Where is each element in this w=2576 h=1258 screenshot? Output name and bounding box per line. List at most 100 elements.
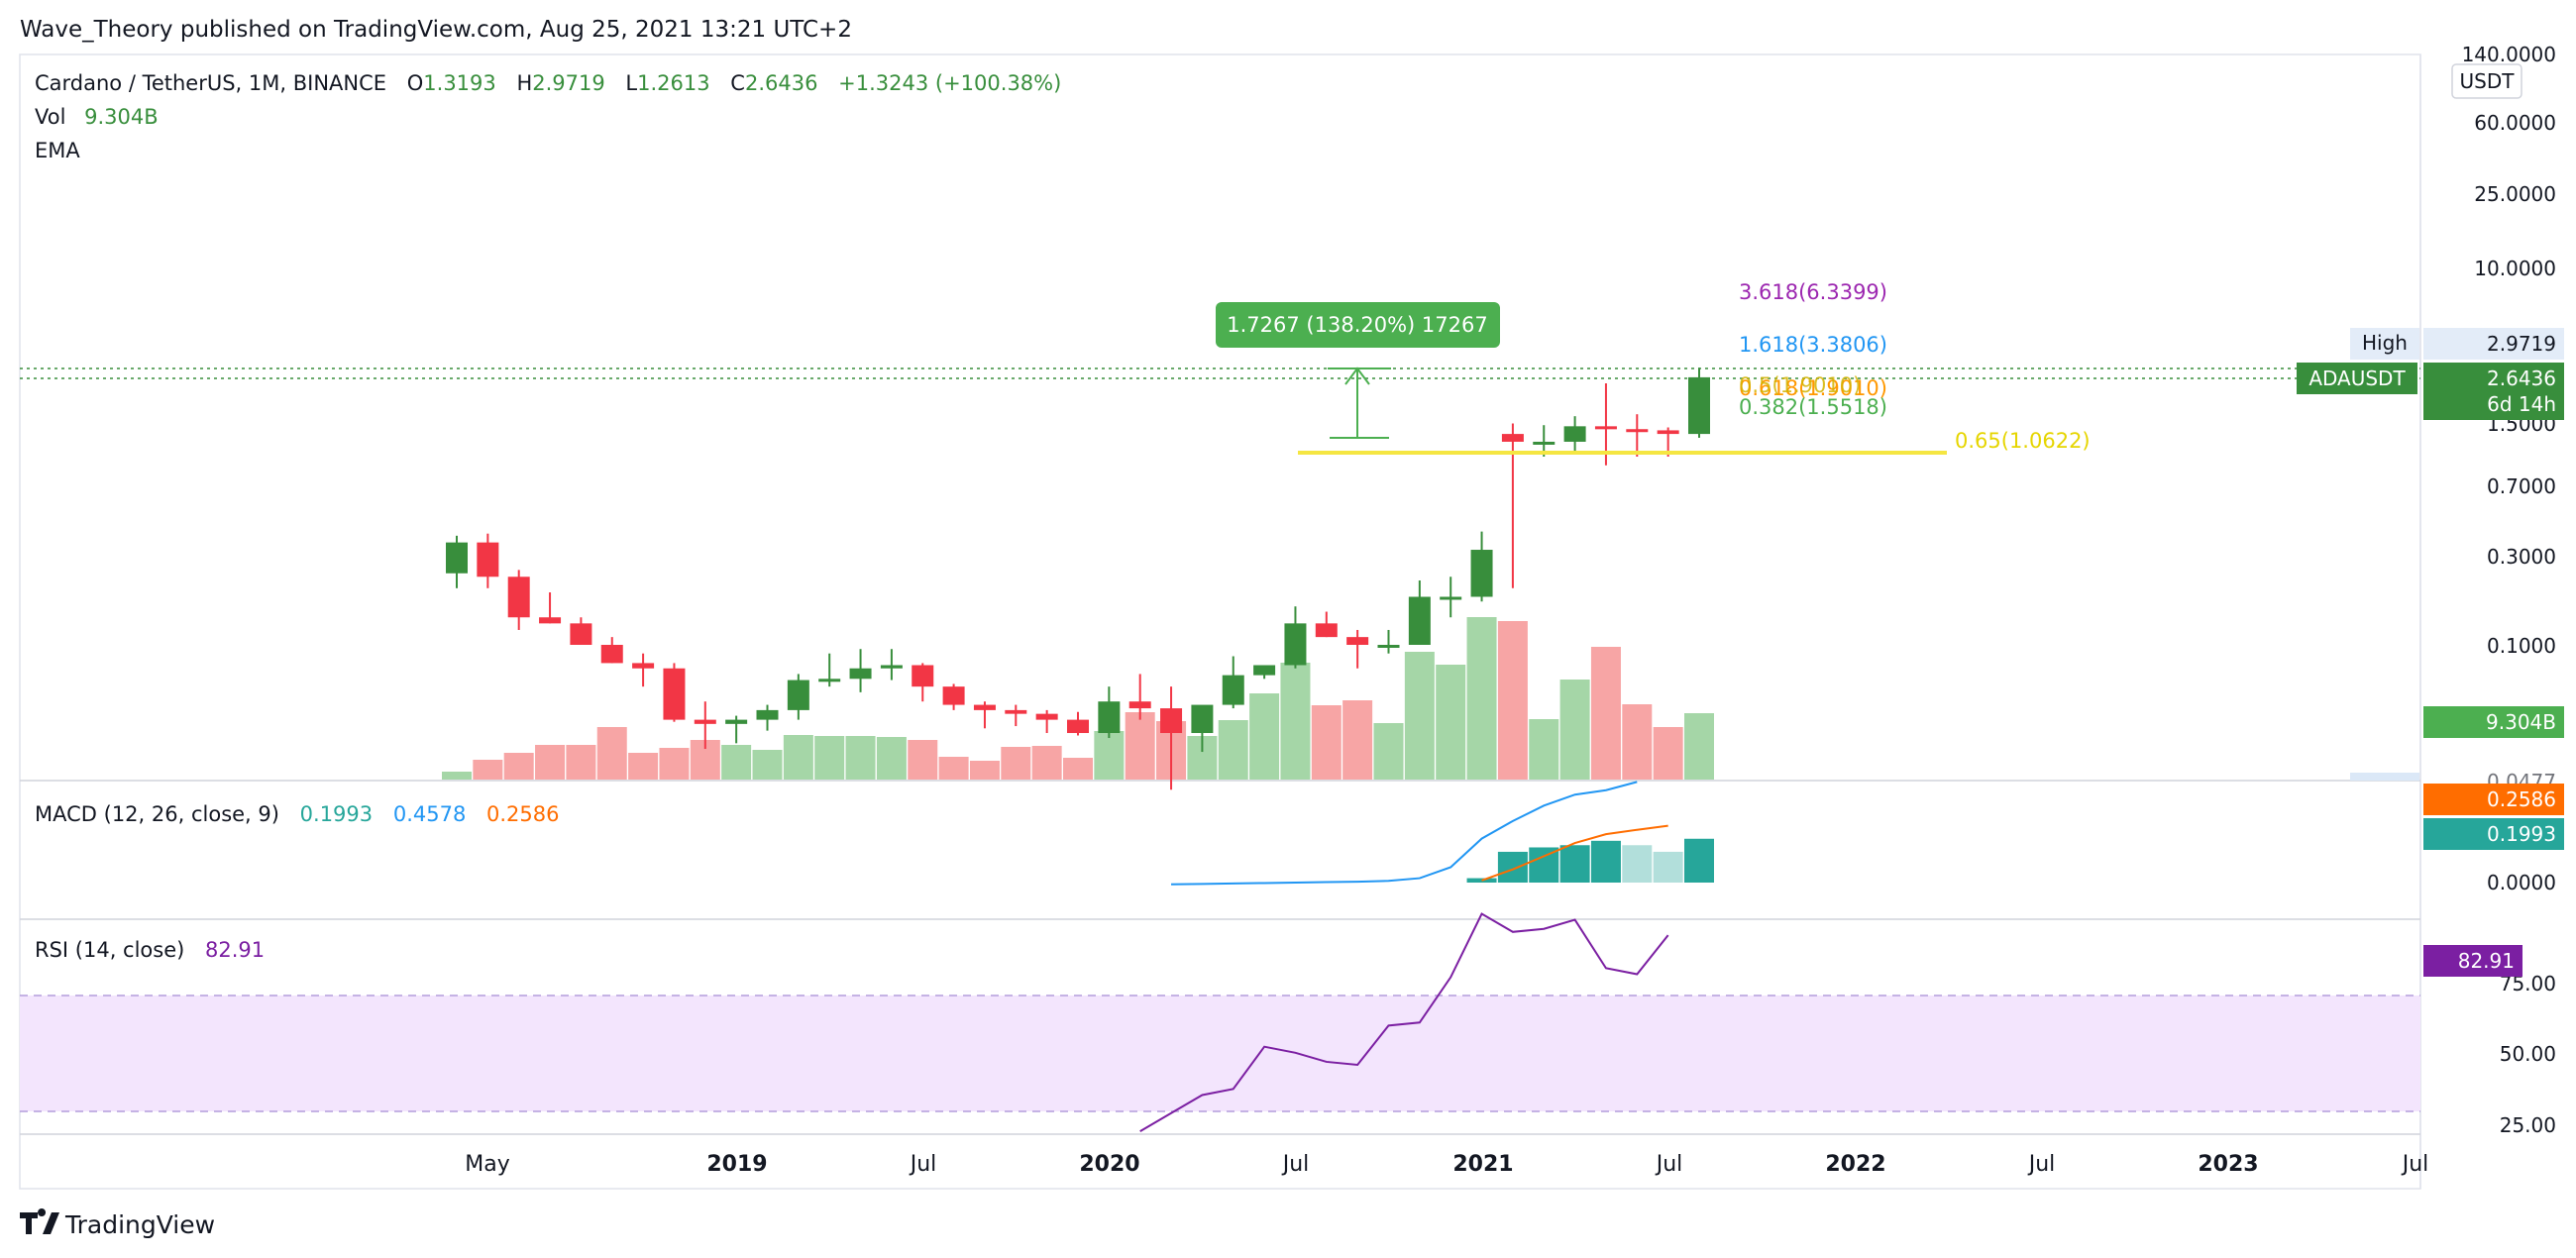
fib-label-0382: 0.382(1.5518) — [1739, 395, 1887, 419]
unit-label: USDT — [2460, 69, 2516, 93]
fib-label-065: 0.65(1.0622) — [1955, 429, 2091, 453]
candle-body — [756, 709, 779, 720]
macd-histogram-bar — [1559, 845, 1590, 883]
price-tick: 140.0000 — [2462, 43, 2556, 66]
volume-badge — [2423, 706, 2564, 738]
fib-label-3618: 3.618(6.3399) — [1739, 280, 1887, 304]
candle-body — [1128, 701, 1151, 709]
macd-signal-badge — [2423, 784, 2564, 815]
volume-bar — [1311, 705, 1342, 780]
volume-bar — [1590, 647, 1621, 780]
volume-bar — [442, 772, 472, 780]
macd-hist-badge — [2423, 818, 2564, 850]
candle-body — [1315, 623, 1338, 638]
high-tag-label: High — [2362, 331, 2408, 355]
price-tick: 0.7000 — [2487, 474, 2556, 498]
candle-body — [1067, 719, 1089, 734]
candle-body — [1501, 434, 1524, 442]
time-tick: 2019 — [706, 1152, 767, 1177]
volume-bar — [1342, 700, 1373, 780]
volume-bar — [1031, 746, 1062, 780]
rsi-value-badge — [2423, 945, 2522, 977]
volume-bar — [1001, 747, 1031, 780]
volume-bar — [1404, 652, 1435, 780]
time-tick: 2020 — [1079, 1152, 1139, 1177]
volume-bar — [1529, 719, 1559, 780]
time-tick: Jul — [2027, 1152, 2056, 1177]
candle-body — [912, 665, 934, 687]
last-price-box — [2423, 363, 2564, 420]
candle-body — [787, 680, 809, 710]
macd-legend: MACD (12, 26, close, 9) 0.1993 0.4578 0.… — [35, 802, 559, 826]
candle-body — [1533, 441, 1556, 445]
macd-histogram-bar — [1497, 851, 1528, 883]
tradingview-logo-icon — [20, 1208, 59, 1234]
volume-badge-value: 9.304B — [2486, 710, 2556, 734]
high-value-box — [2423, 328, 2564, 360]
macd-histogram-bar — [1529, 847, 1559, 883]
volume-bar — [1684, 713, 1714, 780]
macd-axis-tick: 0.0000 — [2487, 871, 2556, 894]
time-tick: Jul — [1281, 1152, 1310, 1177]
candle-body — [849, 668, 872, 680]
candle-body — [570, 623, 592, 645]
volume-bar — [1466, 617, 1497, 780]
candle-body — [1035, 713, 1058, 720]
candle-body — [1284, 623, 1307, 666]
candle-body — [1657, 430, 1679, 435]
candle-body — [446, 542, 468, 574]
volume-bar — [814, 736, 845, 780]
ema-label: EMA — [35, 139, 80, 162]
volume-bar — [845, 736, 876, 780]
rsi-tick: 25.00 — [2500, 1113, 2556, 1137]
published-by: Wave_Theory published on TradingView.com… — [20, 17, 852, 43]
candle-body — [1160, 708, 1183, 734]
candle-body — [1626, 429, 1649, 433]
macd-histogram-bar — [1590, 840, 1621, 883]
candle-body — [942, 686, 965, 705]
volume-bar — [1497, 621, 1528, 780]
fib-label-1618: 1.618(3.3806) — [1739, 333, 1887, 357]
measure-label-bg — [1216, 302, 1500, 348]
last-price: 2.6436 — [2487, 367, 2556, 390]
volume-bar — [783, 735, 813, 780]
tradingview-logo[interactable]: TradingView — [20, 1208, 215, 1239]
candle-body — [1346, 637, 1369, 645]
time-tick: Jul — [1655, 1152, 1683, 1177]
candle-body — [477, 542, 499, 577]
time-tick: May — [465, 1152, 509, 1177]
svg-text:0.2586: 0.2586 — [2487, 787, 2556, 811]
volume-bar — [1125, 712, 1155, 780]
volume-bar — [473, 760, 503, 780]
high-tag — [2350, 328, 2419, 360]
candle-body — [1408, 596, 1431, 645]
macd-signal-line — [1481, 824, 1668, 882]
svg-text:0.1993: 0.1993 — [2487, 822, 2556, 846]
symbol-tag — [2297, 363, 2417, 394]
price-tick: 10.0000 — [2474, 257, 2556, 280]
candle-body — [600, 645, 623, 664]
volume-bar — [969, 761, 1000, 780]
macd-histogram-bar — [1653, 851, 1683, 883]
candle-body — [1222, 675, 1244, 705]
candle-body — [1563, 426, 1586, 442]
candle-body — [1470, 550, 1493, 597]
volume-bar — [596, 727, 627, 780]
rsi-legend: RSI (14, close) 82.91 — [35, 938, 265, 962]
volume-bar — [1218, 720, 1248, 780]
volume-bars — [442, 617, 1714, 780]
volume-bar — [1280, 663, 1311, 780]
volume-bar — [876, 737, 907, 780]
macd-line — [1171, 781, 1638, 886]
candle-body — [1440, 596, 1462, 600]
fib-label-0618: 0.618(1.9010) — [1739, 376, 1887, 400]
volume-bar — [1653, 727, 1683, 780]
candle-body — [694, 719, 716, 724]
candle-body — [725, 719, 748, 724]
candle-body — [880, 665, 903, 669]
rsi-axis: 75.00 50.00 25.00 82.91 — [2423, 945, 2556, 1137]
volume-bar — [1249, 693, 1280, 780]
unit-box — [2451, 63, 2522, 99]
price-tick: 0.3000 — [2487, 545, 2556, 569]
